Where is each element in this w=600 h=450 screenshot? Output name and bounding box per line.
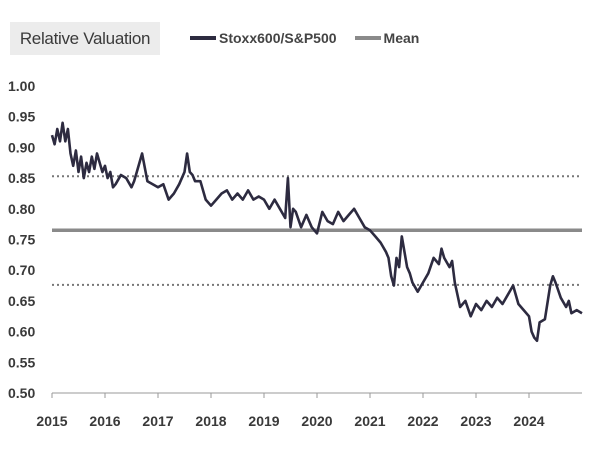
legend-swatch-stoxx — [190, 36, 216, 40]
y-tick-label: 0.60 — [8, 324, 35, 340]
y-tick-label: 0.65 — [8, 293, 35, 309]
x-tick-label: 2022 — [407, 413, 438, 429]
x-tick-label: 2024 — [513, 413, 544, 429]
reference-lines — [52, 175, 582, 286]
x-tick-label: 2019 — [248, 413, 279, 429]
legend-label-stoxx: Stoxx600/S&P500 — [219, 30, 337, 46]
y-tick-label: 0.70 — [8, 262, 35, 278]
x-tick-label: 2016 — [89, 413, 120, 429]
legend-label-mean: Mean — [383, 30, 420, 46]
y-tick-label: 0.50 — [8, 385, 35, 401]
x-tick-label: 2018 — [195, 413, 226, 429]
y-tick-label: 0.75 — [8, 232, 35, 248]
legend-swatch-mean — [354, 36, 381, 40]
y-tick-label: 1.00 — [8, 78, 35, 94]
x-tick-label: 2017 — [142, 413, 173, 429]
y-tick-label: 0.55 — [8, 354, 35, 370]
y-axis-ticks: 1.00 0.95 0.90 0.85 0.80 0.75 0.70 0.65 0.60 0.55… — [8, 78, 35, 401]
x-tick-label: 2021 — [354, 413, 385, 429]
series-line-stoxx600-sp500 — [50, 121, 583, 343]
x-axis-ticks: 2015 2016 2017 2018 2019 2020 2021 2022 2023 2024 — [36, 393, 545, 429]
x-tick-label: 2023 — [460, 413, 491, 429]
y-tick-label: 0.95 — [8, 109, 35, 125]
legend-item-mean: Mean — [354, 30, 420, 46]
series-group — [50, 121, 583, 343]
legend: Stoxx600/S&P500 Mean — [190, 27, 437, 49]
y-tick-label: 0.80 — [8, 201, 35, 217]
y-tick-label: 0.85 — [8, 170, 35, 186]
x-tick-label: 2015 — [36, 413, 67, 429]
x-tick-label: 2020 — [301, 413, 332, 429]
y-tick-label: 0.90 — [8, 139, 35, 155]
chart-title: Relative Valuation — [10, 22, 160, 55]
legend-item-stoxx: Stoxx600/S&P500 — [190, 30, 337, 46]
